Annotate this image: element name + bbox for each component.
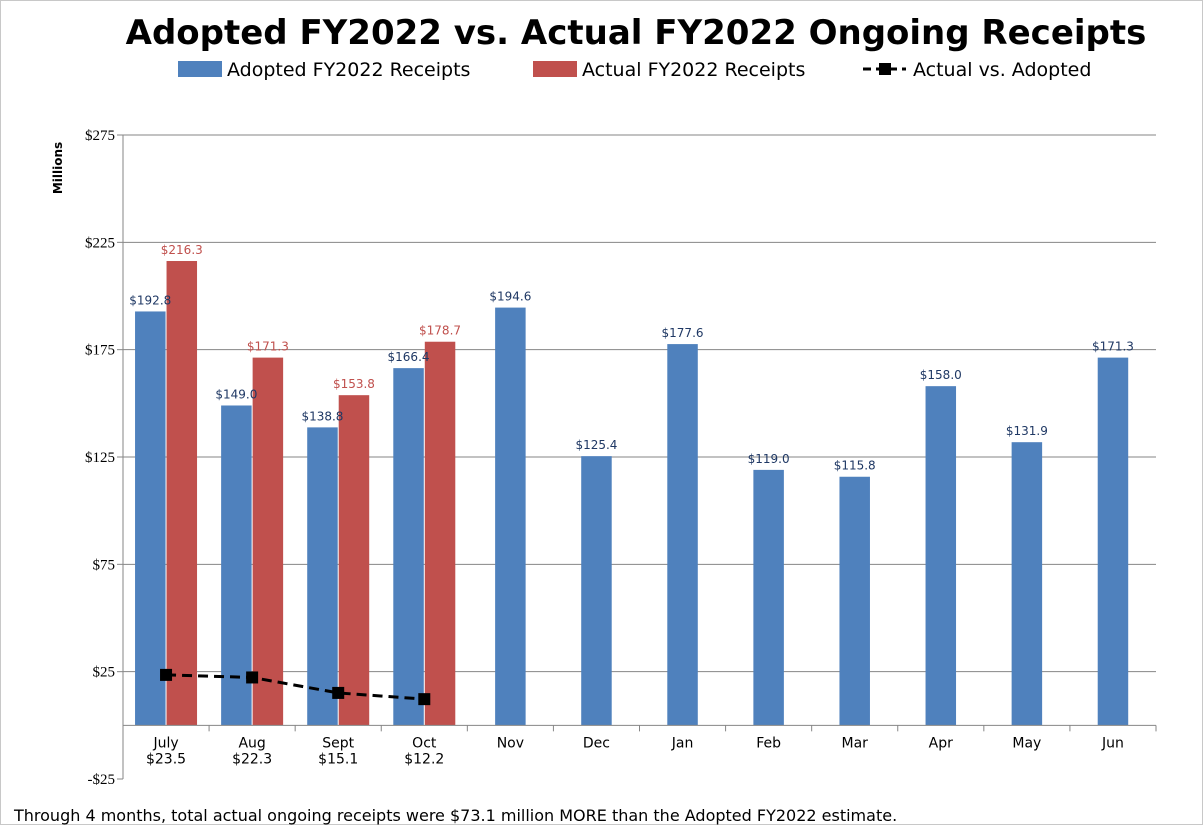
- x-tick-label-may: May: [1012, 735, 1041, 751]
- axes: [122, 135, 1157, 779]
- bar-actual-sept: [338, 395, 370, 726]
- legend-marker-variance: [879, 63, 891, 75]
- x-tick-sublabel-aug: $22.3: [232, 751, 272, 767]
- y-tick-label: $25: [93, 665, 116, 681]
- variance-marker-sept: [332, 686, 345, 699]
- data-label-actual-aug: $171.3: [247, 340, 289, 354]
- data-label-adopted-dec: $125.4: [575, 438, 617, 452]
- variance-line: [160, 668, 431, 706]
- legend-label-actual: Actual FY2022 Receipts: [582, 59, 805, 81]
- bar-adopted-nov: [495, 307, 526, 726]
- y-tick-label: $275: [85, 128, 115, 144]
- x-tick-label-apr: Apr: [929, 735, 953, 751]
- x-tick-label-feb: Feb: [756, 735, 781, 751]
- x-tick-label-sept: Sept: [322, 735, 354, 751]
- variance-marker-july: [160, 668, 173, 681]
- x-tick-label-jun: Jun: [1101, 735, 1124, 751]
- x-tick-sublabel-july: $23.5: [146, 751, 186, 767]
- legend-label-adopted: Adopted FY2022 Receipts: [227, 59, 470, 81]
- y-axis-label: Millions: [51, 142, 65, 194]
- y-tick-label: $225: [85, 235, 115, 251]
- data-label-adopted-sept: $138.8: [301, 409, 343, 423]
- x-tick-label-jan: Jan: [671, 735, 694, 751]
- data-label-actual-oct: $178.7: [419, 324, 461, 338]
- bar-adopted-apr: [925, 386, 957, 726]
- x-tick-label-nov: Nov: [497, 735, 524, 751]
- chart-title: Adopted FY2022 vs. Actual FY2022 Ongoing…: [126, 13, 1147, 53]
- bar-adopted-feb: [753, 469, 784, 726]
- data-label-adopted-may: $131.9: [1006, 424, 1048, 438]
- data-label-adopted-july: $192.8: [129, 293, 171, 307]
- legend: Adopted FY2022 Receipts Actual FY2022 Re…: [178, 59, 1091, 81]
- x-tick-label-july: July: [152, 735, 178, 751]
- data-label-adopted-aug: $149.0: [215, 387, 257, 401]
- variance-series-line: [165, 673, 425, 701]
- y-axis-ticks: -$25 $25 $75 $125 $175 $225 $275: [85, 128, 123, 788]
- bar-actual-aug: [252, 357, 284, 726]
- y-tick-label: $125: [85, 450, 115, 466]
- legend-swatch-adopted: [178, 61, 222, 77]
- bar-adopted-oct: [393, 368, 424, 726]
- y-tick-label: $75: [93, 557, 116, 573]
- bar-data-labels: $192.8 $216.3 $149.0 $171.3 $138.8 $153.8 $166…: [129, 243, 1134, 473]
- bar-adopted-may: [1011, 442, 1043, 726]
- x-axis-categories: July$23.5 Aug$22.3 Sept$15.1 Oct$12.2 Nov Dec…: [146, 735, 1124, 767]
- bar-adopted-jun: [1097, 357, 1129, 726]
- bar-adopted-sept: [307, 427, 338, 726]
- bar-adopted-jan: [667, 344, 698, 726]
- bar-adopted-july: [135, 311, 166, 726]
- data-label-adopted-jan: $177.6: [662, 326, 704, 340]
- variance-marker-aug: [246, 671, 259, 684]
- footnote: Through 4 months, total actual ongoing r…: [13, 806, 897, 825]
- x-tick-sublabel-oct: $12.2: [404, 751, 444, 767]
- x-tick-label-dec: Dec: [583, 735, 610, 751]
- data-label-actual-sept: $153.8: [333, 377, 375, 391]
- bar-adopted-mar: [839, 476, 870, 726]
- bar-actual-july: [166, 261, 198, 726]
- bars: [135, 261, 1129, 726]
- data-label-adopted-feb: $119.0: [748, 452, 790, 466]
- x-tick-label-mar: Mar: [841, 735, 868, 751]
- data-label-adopted-jun: $171.3: [1092, 340, 1134, 354]
- data-label-adopted-apr: $158.0: [920, 368, 962, 382]
- legend-swatch-actual: [533, 61, 577, 77]
- variance-marker-oct: [418, 693, 431, 706]
- y-tick-label: $175: [85, 343, 115, 359]
- data-label-adopted-oct: $166.4: [388, 350, 430, 364]
- x-tick-label-aug: Aug: [238, 735, 265, 751]
- y-tick-label: -$25: [88, 772, 116, 788]
- bar-adopted-dec: [581, 456, 612, 726]
- x-tick-label-oct: Oct: [412, 735, 437, 751]
- x-tick-sublabel-sept: $15.1: [318, 751, 358, 767]
- data-label-adopted-nov: $194.6: [489, 290, 531, 304]
- gridlines: [123, 134, 1156, 673]
- data-label-actual-july: $216.3: [161, 243, 203, 257]
- legend-label-variance: Actual vs. Adopted: [913, 59, 1091, 81]
- data-label-adopted-mar: $115.8: [834, 459, 876, 473]
- bar-actual-oct: [424, 341, 456, 726]
